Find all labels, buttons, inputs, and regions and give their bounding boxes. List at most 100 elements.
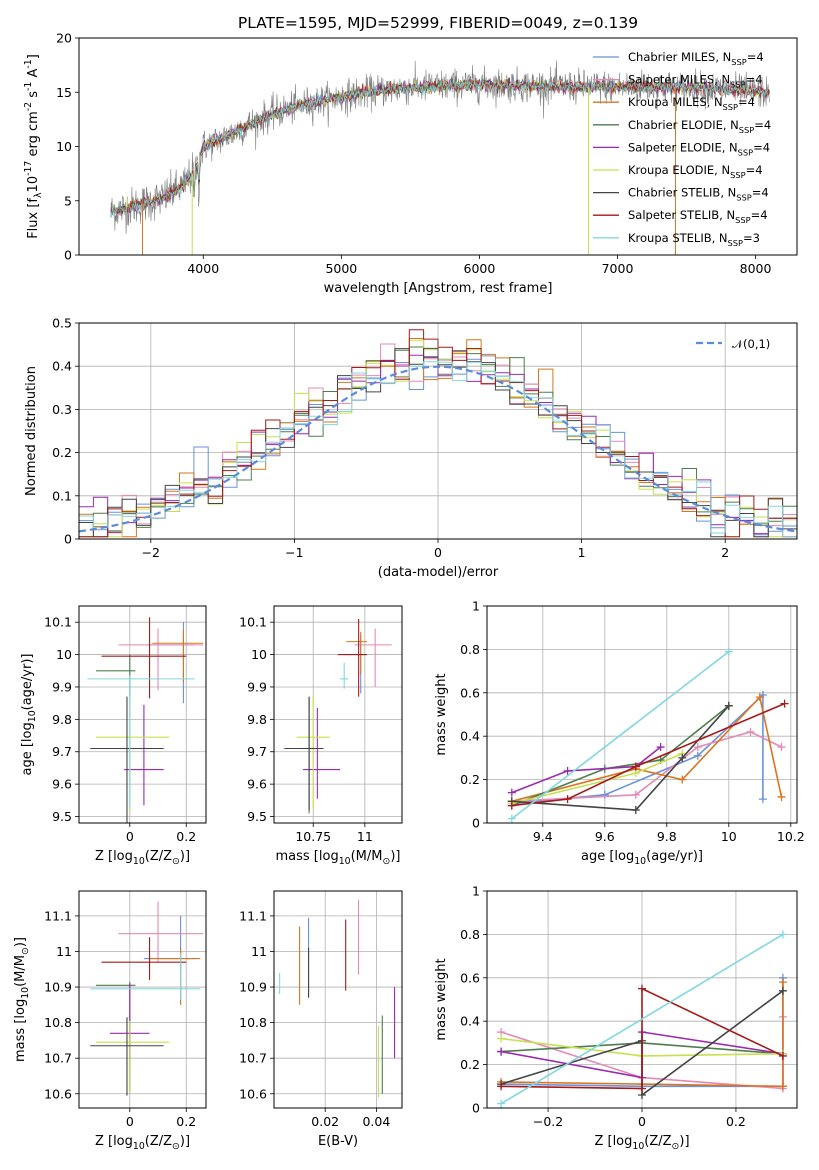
x-tick-label: 0 <box>638 1114 646 1129</box>
y-tick-label: 10.1 <box>239 615 267 630</box>
age-vs-mass-panel: 10.75 11 9.5 9.6 9.7 9.8 9.9 10 10.1 mass [log10​… <box>239 605 403 867</box>
x-tick-label: 10.2 <box>777 829 805 844</box>
legend-label-8: Salpeter STELIB, NSSP​=4 <box>628 208 768 225</box>
weight-marker-8 <box>780 699 789 708</box>
y-tick-label: 15 <box>56 85 72 100</box>
weight-marker-9 <box>724 647 733 656</box>
y-tick-label: 11.1 <box>239 908 267 923</box>
x-tick-label: 9.8 <box>657 829 677 844</box>
errorbar-point-7 <box>284 696 324 811</box>
errorbar-point-3 <box>346 631 367 675</box>
x-axis-label: wavelength [Angstrom, rest frame] <box>324 281 553 296</box>
x-tick-label: −2 <box>142 545 160 560</box>
legend-label-5: Salpeter ELODIE, NSSP​=4 <box>628 140 770 157</box>
x-tick-label: 0.2 <box>176 829 196 844</box>
x-tick-label: 6000 <box>464 261 496 276</box>
y-tick-label: 9.6 <box>52 777 72 792</box>
y-tick-label: 10.8 <box>239 1015 267 1030</box>
y-tick-label: 9.5 <box>52 809 72 824</box>
y-tick-label: 9.9 <box>247 679 267 694</box>
y-tick-label: 0.6 <box>460 685 480 700</box>
legend-label-2: Salpeter MILES, NSSP​=4 <box>628 73 763 90</box>
x-axis-label: (data-model)/error <box>378 565 499 580</box>
weight-marker-8 <box>507 801 516 810</box>
y-axis-label: mass weight <box>434 958 449 1040</box>
weight-marker-9 <box>497 1099 506 1108</box>
spectrum-legend: Chabrier MILES, NSSP​=4 Salpeter MILES, N… <box>593 50 771 248</box>
residual-histogram-7 <box>79 347 797 538</box>
normal-distribution-curve <box>79 365 797 533</box>
weight-line-8 <box>511 702 785 807</box>
errorbar-point-5 <box>124 704 164 806</box>
weight-marker-7 <box>678 753 687 762</box>
plot-area <box>87 617 204 823</box>
x-tick-label: 2 <box>721 545 729 560</box>
weight-marker-1 <box>600 790 609 799</box>
y-tick-label: 0.2 <box>52 445 72 460</box>
errorbar-point-1 <box>143 915 195 1005</box>
y-tick-label: 1 <box>472 599 480 614</box>
y-tick-label: 0.8 <box>460 927 480 942</box>
plot-area <box>110 60 770 255</box>
weight-line-8 <box>501 987 784 1090</box>
weight-line-1 <box>511 693 764 805</box>
y-tick-label: 0.2 <box>460 772 480 787</box>
y-tick-label: 10 <box>56 139 72 154</box>
legend-label-9: Kroupa STELIB, NSSP​=3 <box>628 231 760 248</box>
errorbar-point-3 <box>149 947 201 1005</box>
weight-marker-8 <box>631 762 640 771</box>
residuals-legend: 𝒩(0,1) <box>696 337 770 351</box>
x-tick-label: 4000 <box>187 261 219 276</box>
mass-vs-ebv-panel: 0.02 0.04 10.6 10.7 10.8 10.9 11 11.1 E(B-V) <box>239 890 403 1149</box>
y-tick-label: 0 <box>64 532 72 547</box>
errorbar-point-5 <box>302 708 341 799</box>
legend-label-normal: 𝒩(0,1) <box>732 337 770 351</box>
x-tick-label: 0.02 <box>311 1114 339 1129</box>
y-tick-label: 9.7 <box>247 744 267 759</box>
weight-marker-1 <box>758 795 767 804</box>
errorbar-point-2 <box>118 901 204 963</box>
weight-marker-6 <box>497 1034 506 1043</box>
weight-marker-9 <box>778 930 787 939</box>
weight-marker-3 <box>778 978 787 987</box>
axes-frame <box>78 890 207 1109</box>
x-tick-label: 11 <box>357 829 373 844</box>
errorbar-point-7 <box>90 1017 164 1096</box>
weight-marker-3 <box>678 775 687 784</box>
y-tick-label: 0.1 <box>52 488 72 503</box>
x-tick-label: 9.6 <box>595 829 615 844</box>
y-tick-label: 9.5 <box>247 809 267 824</box>
y-tick-label: 0.8 <box>460 642 480 657</box>
axes-frame <box>486 605 798 824</box>
weight-line-4 <box>511 705 730 807</box>
x-tick-label: 1 <box>578 545 586 560</box>
x-tick-label: −0.2 <box>533 1114 563 1129</box>
mass-weight-vs-age-panel: 9.4 9.6 9.8 10 10.2 0 0.2 0.4 0.6 0.8 1 age [log10​… <box>434 599 805 868</box>
x-tick-label: 8000 <box>740 261 772 276</box>
x-tick-label: −1 <box>285 545 303 560</box>
y-tick-label: 5 <box>64 193 72 208</box>
x-tick-label: 0 <box>434 545 442 560</box>
weight-marker-3 <box>777 792 786 801</box>
mass-weight-vs-metallicity-panel: −0.2 0 0.2 0 0.2 0.4 0.6 0.8 1 Z [log10​(Z/Z⊙​)] m… <box>434 884 798 1152</box>
errorbar-point-6 <box>296 695 330 809</box>
errorbar-point-9 <box>90 953 201 1000</box>
errorbar-point-7 <box>90 696 164 823</box>
x-tick-label: 7000 <box>602 261 634 276</box>
y-tick-label: 10 <box>251 647 267 662</box>
weight-marker-1 <box>693 751 702 760</box>
y-tick-label: 20 <box>56 31 72 46</box>
legend-label-4: Chabrier ELODIE, NSSP​=4 <box>628 118 771 135</box>
weight-marker-2 <box>693 743 702 752</box>
axes-frame <box>78 605 207 824</box>
weight-marker-8 <box>778 1051 787 1060</box>
y-axis-label: Normed distribution <box>24 366 39 496</box>
y-tick-label: 0 <box>472 1101 480 1116</box>
x-tick-label: 0.2 <box>176 1114 196 1129</box>
weight-line-9 <box>511 650 730 820</box>
legend-label-1: Chabrier MILES, NSSP​=4 <box>628 50 764 67</box>
y-tick-label: 10.7 <box>44 1051 72 1066</box>
y-tick-label: 0.4 <box>460 729 480 744</box>
y-tick-label: 10.1 <box>44 615 72 630</box>
y-tick-label: 11 <box>251 944 267 959</box>
